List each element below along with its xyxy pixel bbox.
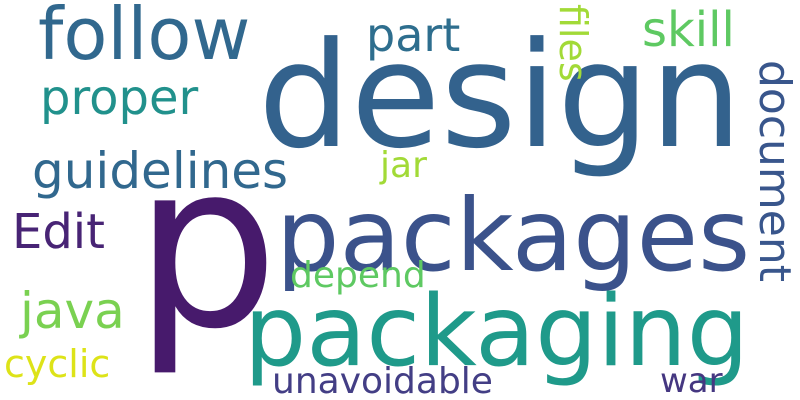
word-jar: jar xyxy=(380,145,427,186)
word-packaging: packaging xyxy=(244,275,749,389)
word-document: document xyxy=(749,60,800,282)
word-p: p xyxy=(134,113,279,379)
word-edit: Edit xyxy=(12,204,105,260)
word-unavoidable: unavoidable xyxy=(272,361,493,400)
word-java: java xyxy=(20,282,125,340)
word-files: files xyxy=(551,4,595,82)
word-proper: proper xyxy=(40,70,199,126)
word-guidelines: guidelines xyxy=(32,142,289,200)
word-design: design xyxy=(258,11,743,181)
word-follow: follow xyxy=(38,0,251,76)
word-skill: skill xyxy=(642,2,735,58)
word-packages: packages xyxy=(276,177,751,294)
word-part: part xyxy=(366,8,461,62)
word-cyclic: cyclic xyxy=(4,342,111,386)
word-war: war xyxy=(660,361,723,400)
word-depend: depend xyxy=(290,255,426,296)
